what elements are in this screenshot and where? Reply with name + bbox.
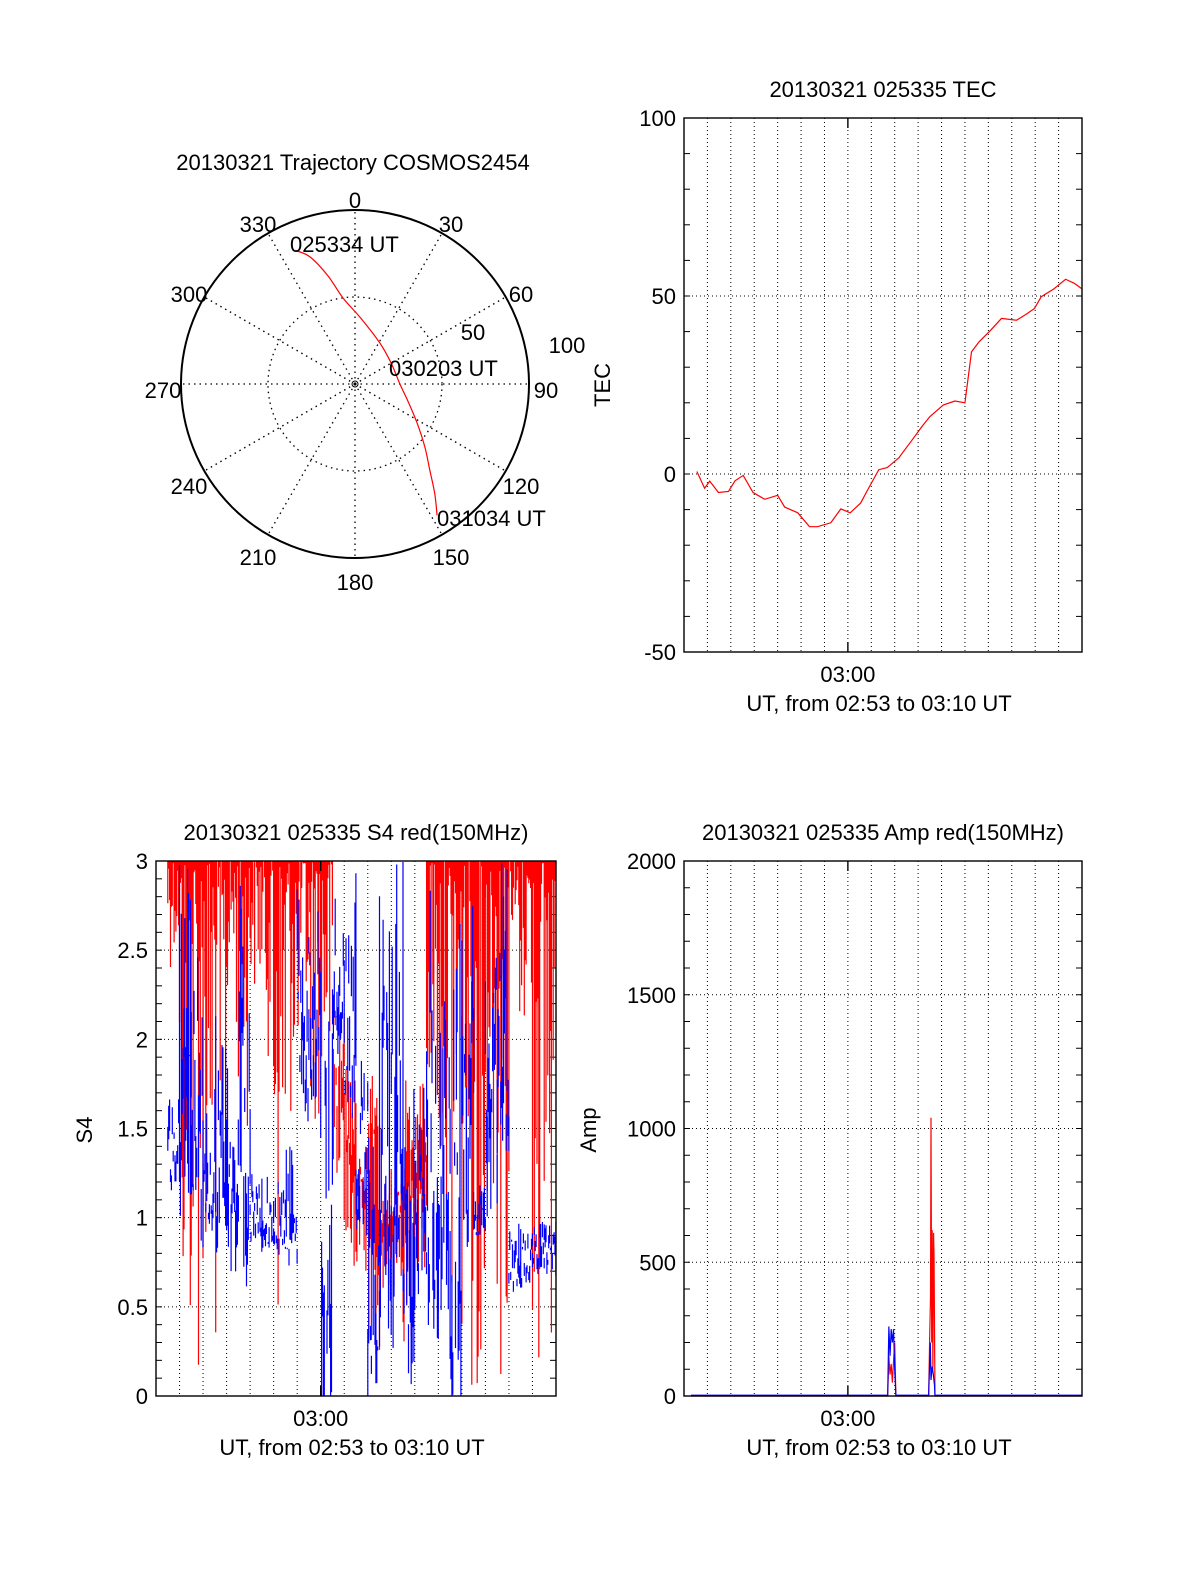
amp-series-red (691, 1117, 1082, 1397)
y-tick-label: 500 (639, 1250, 676, 1275)
y-tick-label: 2 (136, 1027, 148, 1052)
amp-series-blue (691, 1326, 1082, 1396)
s4-plot (155, 860, 557, 1397)
trajectory-line (295, 249, 438, 516)
y-tick-label: 100 (639, 106, 676, 131)
y-tick-label: 0 (136, 1384, 148, 1409)
polar-angle-label: 240 (171, 474, 208, 499)
y-tick-label: 0 (664, 462, 676, 487)
trajectory-mid-label: 030203 UT (389, 356, 498, 381)
amp-x-axis-label: UT, from 02:53 to 03:10 UT (746, 1435, 1011, 1460)
y-tick-label: 1000 (627, 1117, 676, 1142)
s4-y-axis-label: S4 (72, 1117, 97, 1144)
polar-angle-label: 60 (509, 282, 533, 307)
tec-frame (683, 117, 1083, 653)
polar-spoke (354, 232, 443, 385)
s4-frame (155, 860, 557, 1397)
polar-angle-label: 120 (503, 474, 540, 499)
polar-center (351, 380, 359, 388)
polar-angle-label: 300 (171, 282, 208, 307)
s4-title: 20130321 025335 S4 red(150MHz) (184, 820, 529, 845)
trajectory-end-label: 031034 UT (437, 506, 546, 531)
polar-plot (180, 209, 530, 559)
y-tick-label: 1 (136, 1206, 148, 1231)
s4-series-blue (167, 862, 557, 1396)
polar-spoke (203, 383, 356, 472)
polar-angle-label: 210 (240, 545, 277, 570)
polar-spoke (203, 296, 356, 385)
y-tick-label: 2.5 (117, 938, 148, 963)
tec-y-axis-label: TEC (590, 363, 615, 407)
polar-angle-label: 0 (349, 188, 361, 213)
y-tick-label: 0.5 (117, 1295, 148, 1320)
polar-angle-label: 90 (534, 378, 558, 403)
y-tick-label: 2000 (627, 849, 676, 874)
polar-angle-label: 30 (439, 212, 463, 237)
x-tick-label: 03:00 (293, 1406, 348, 1431)
y-tick-label: 1.5 (117, 1117, 148, 1142)
polar-title: 20130321 Trajectory COSMOS2454 (176, 150, 529, 175)
s4-x-axis-label: UT, from 02:53 to 03:10 UT (219, 1435, 484, 1460)
y-tick-label: 0 (664, 1384, 676, 1409)
polar-spoke (267, 232, 356, 385)
y-tick-label: 50 (652, 284, 676, 309)
polar-radial-label: 100 (549, 333, 586, 358)
y-tick-label: 3 (136, 849, 148, 874)
x-tick-label: 03:00 (820, 662, 875, 687)
polar-spoke (354, 383, 507, 472)
polar-spoke (354, 383, 443, 536)
tec-x-axis-label: UT, from 02:53 to 03:10 UT (746, 691, 1011, 716)
tec-title: 20130321 025335 TEC (769, 77, 996, 102)
y-tick-label: -50 (644, 640, 676, 665)
x-tick-label: 03:00 (820, 1406, 875, 1431)
y-tick-label: 1500 (627, 983, 676, 1008)
polar-outer-ring (180, 209, 530, 559)
polar-angle-label: 330 (240, 212, 277, 237)
polar-spoke (267, 383, 356, 536)
polar-spoke (354, 296, 507, 385)
tec-plot (683, 117, 1083, 653)
trajectory-start-label: 025334 UT (290, 232, 399, 257)
polar-angle-label: 150 (433, 545, 470, 570)
amp-plot (683, 860, 1083, 1397)
amp-frame (683, 860, 1083, 1397)
amp-y-axis-label: Amp (576, 1107, 601, 1152)
amp-title: 20130321 025335 Amp red(150MHz) (702, 820, 1064, 845)
polar-angle-label: 270 (145, 378, 182, 403)
polar-radial-label: 50 (461, 320, 485, 345)
polar-angle-label: 180 (337, 570, 374, 595)
s4-series-blue-trace (167, 862, 557, 1396)
tec-series-TEC (696, 278, 1083, 528)
polar-inner-ring (267, 296, 443, 472)
